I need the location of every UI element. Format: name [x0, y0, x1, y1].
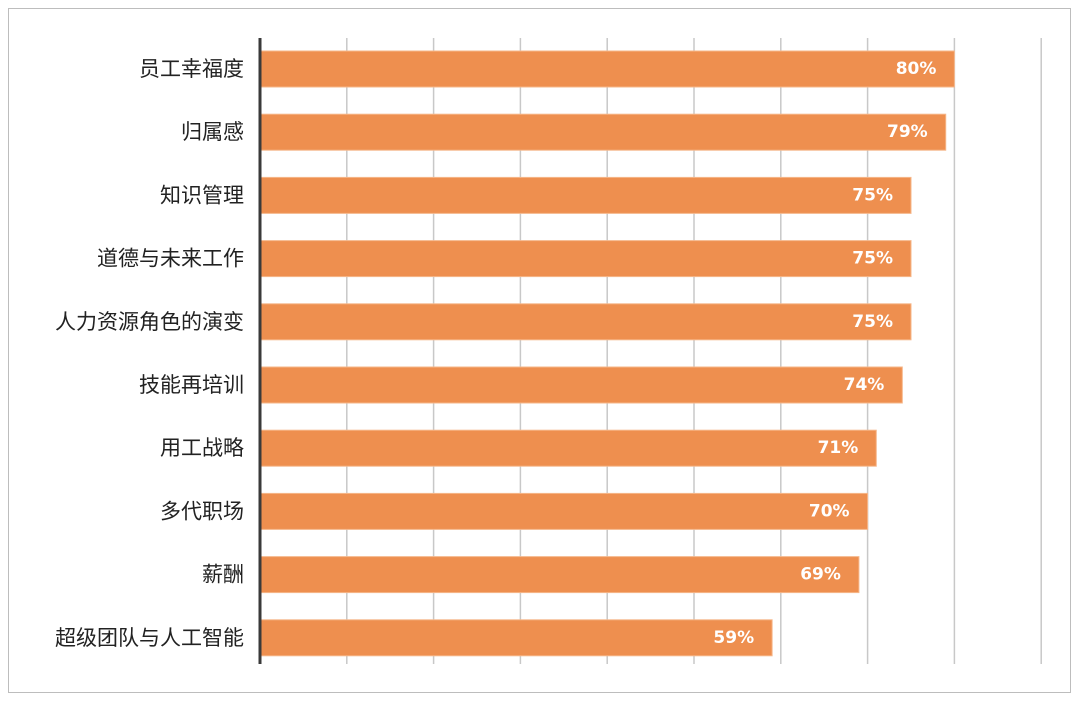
data-label: 80%: [896, 59, 937, 79]
bar: [259, 492, 869, 530]
data-label: 71%: [818, 438, 859, 458]
data-label: 69%: [800, 565, 841, 585]
data-label: 79%: [887, 122, 928, 142]
bar: [259, 50, 955, 88]
bar: [259, 113, 947, 151]
category-labels: 员工幸福度归属感知识管理道德与未来工作人力资源角色的演变技能再培训用工战略多代职…: [55, 57, 244, 650]
category-label: 薪酬: [202, 563, 244, 587]
bar: [259, 240, 912, 278]
category-label: 用工战略: [160, 436, 244, 460]
data-label: 75%: [852, 185, 893, 205]
category-label: 知识管理: [160, 183, 244, 207]
data-label: 75%: [852, 312, 893, 332]
category-label: 员工幸福度: [139, 57, 244, 81]
data-label: 59%: [713, 628, 754, 648]
bars: [259, 50, 955, 657]
bar: [259, 176, 912, 214]
category-label: 人力资源角色的演变: [55, 310, 244, 334]
bar: [259, 619, 773, 657]
data-label: 74%: [844, 375, 885, 395]
bar: [259, 303, 912, 341]
category-label: 超级团队与人工智能: [55, 626, 244, 650]
bar: [259, 429, 877, 467]
bar: [259, 556, 860, 594]
category-label: 道德与未来工作: [97, 247, 244, 271]
category-label: 归属感: [181, 120, 244, 144]
value-labels: 80% 79% 75% 75% 75% 74% 71% 70% 69% 59%: [713, 59, 936, 648]
category-label: 技能再培训: [139, 373, 244, 397]
data-label: 70%: [809, 501, 850, 521]
category-label: 多代职场: [160, 499, 244, 523]
data-label: 75%: [852, 249, 893, 269]
bar: [259, 366, 903, 404]
